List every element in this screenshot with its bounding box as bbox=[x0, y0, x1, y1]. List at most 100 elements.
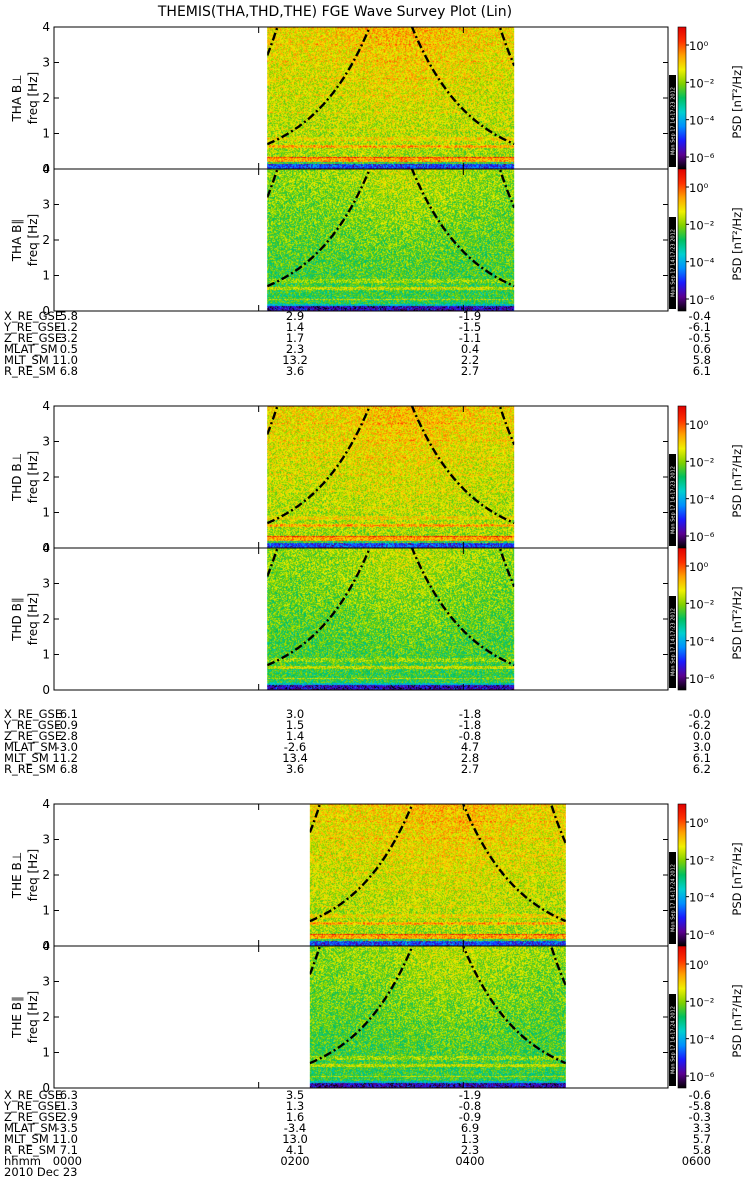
ephemeris-value: -0.9 bbox=[459, 1110, 481, 1124]
ephemeris-value: 6.1 bbox=[693, 364, 711, 378]
spectrogram-panel-thd-par: 0 1 2 3 4 THD B∥ freq [Hz] 10⁰ 10⁻² 10⁻⁴ 10⁻⁶ PSD [… bbox=[10, 541, 744, 697]
ephemeris-value: 6.2 bbox=[693, 762, 711, 776]
ephemeris-row: R_RE_SM 6.8 3.6 2.7 6.1 bbox=[4, 364, 711, 378]
y-axis-label: freq [Hz] bbox=[26, 72, 40, 124]
ephemeris-value: -1.9 bbox=[459, 1088, 481, 1102]
colorbar-tick-label: 10⁰ bbox=[689, 418, 709, 432]
ephemeris-row: MLT_SM 11.0 13.2 2.2 5.8 bbox=[4, 353, 711, 367]
stamp-text: Mon Sep 17 14:17:23 2012 bbox=[671, 608, 677, 676]
ephemeris-value: -3.5 bbox=[56, 1121, 78, 1135]
ephemeris-value: 1.3 bbox=[461, 1132, 479, 1146]
colorbar-tick-label: 10⁰ bbox=[689, 958, 709, 972]
ephemeris-value: -1.3 bbox=[56, 1099, 78, 1113]
gyrofrequency-curve bbox=[309, 946, 414, 1065]
y-tick-label: 4 bbox=[42, 20, 50, 34]
ephemeris-value: 1.4 bbox=[286, 729, 304, 743]
y-tick-label: 4 bbox=[42, 541, 50, 555]
ephemeris-value: 6.1 bbox=[60, 707, 78, 721]
gyrofrequency-curve bbox=[410, 169, 515, 288]
ephemeris-value: -0.0 bbox=[689, 707, 711, 721]
ephemeris-value: -6.2 bbox=[689, 718, 711, 732]
colorbar-tick-label: 10⁻⁶ bbox=[689, 928, 715, 942]
panel-label: THE B∥ bbox=[10, 996, 24, 1039]
ephemeris-value: -3.4 bbox=[284, 1121, 306, 1135]
colorbar-label: PSD [nT²/Hz] bbox=[730, 207, 744, 280]
ephemeris-value: -0.9 bbox=[56, 718, 78, 732]
ephemeris-value: 5.8 bbox=[693, 1143, 711, 1157]
gyrofrequency-curve bbox=[267, 169, 372, 288]
gyrofrequency-curve bbox=[410, 406, 515, 525]
ephemeris-value: -0.5 bbox=[689, 331, 711, 345]
ephemeris-value: 6.9 bbox=[461, 1121, 479, 1135]
ephemeris-value: 5.7 bbox=[693, 1132, 711, 1146]
spectrogram-image bbox=[267, 169, 515, 311]
stamp-bg bbox=[669, 217, 676, 309]
colorbar-strip bbox=[677, 945, 687, 1089]
ephemeris-name: MLAT_SM bbox=[4, 342, 58, 356]
ephemeris-row: Y_RE_GSE-1.3 1.3 -0.8 -5.8 bbox=[3, 1099, 711, 1113]
y-axis-label: freq [Hz] bbox=[26, 214, 40, 266]
timestamp-stamp: Mon Sep 17 14:17:23 2012 bbox=[669, 596, 677, 688]
timestamp-stamp: Mon Sep 17 14:17:23 2012 bbox=[669, 75, 677, 167]
ephemeris-value: -1.9 bbox=[459, 309, 481, 323]
ephemeris-value: -1.2 bbox=[56, 320, 78, 334]
colorbar-tick-label: 10⁻⁴ bbox=[689, 635, 715, 649]
colorbar-tick-label: 10⁻² bbox=[689, 995, 714, 1009]
stamp-text: Mon Sep 17 14:17:23 2012 bbox=[671, 229, 677, 297]
colorbar-label: PSD [nT²/Hz] bbox=[730, 842, 744, 915]
colorbar: 10⁰ 10⁻² 10⁻⁴ 10⁻⁶ PSD [nT²/Hz] bbox=[677, 405, 744, 549]
ephemeris-value: 2.7 bbox=[461, 364, 479, 378]
colorbar-tick-label: 10⁻⁴ bbox=[689, 1033, 715, 1047]
ephemeris-value: 0.4 bbox=[461, 342, 479, 356]
y-tick-label: 1 bbox=[42, 1046, 50, 1060]
y-tick-label: 1 bbox=[42, 648, 50, 662]
colorbar-tick-label: 10⁻² bbox=[689, 455, 714, 469]
y-tick-label: 0 bbox=[42, 683, 50, 697]
ephemeris-value: 3.5 bbox=[286, 1088, 304, 1102]
colorbar-strip bbox=[677, 803, 687, 947]
ephemeris-row: MLAT_SM-3.0 -2.6 4.7 3.0 bbox=[4, 740, 711, 754]
ephemeris-row: MLAT_SM-3.5 -3.4 6.9 3.3 bbox=[4, 1121, 711, 1135]
ephemeris-value: 1.4 bbox=[286, 320, 304, 334]
colorbar-tick-label: 10⁰ bbox=[689, 560, 709, 574]
colorbar-tick-label: 10⁻⁶ bbox=[689, 1070, 715, 1084]
ephemeris-value: -0.3 bbox=[689, 1110, 711, 1124]
ephemeris-name: X_RE_GSE bbox=[4, 1088, 62, 1102]
ephemeris-value: 3.6 bbox=[286, 762, 304, 776]
spectrogram-image bbox=[309, 946, 566, 1088]
spectrogram-panel-the-par: 0 1 2 3 4 THE B∥ freq [Hz] 10⁰ 10⁻² 10⁻⁴ 10⁻⁶ PSD [… bbox=[10, 939, 744, 1095]
ephemeris-name: Y_RE_GSE bbox=[3, 1099, 61, 1113]
colorbar-strip bbox=[677, 26, 687, 170]
ephemeris-value: 0.0 bbox=[693, 729, 711, 743]
ephemeris-name: Z_RE_GSE bbox=[4, 331, 62, 345]
spectrogram-panel-tha-perp: 0 1 2 3 4 THA B⊥ freq [Hz] 10⁰ 10⁻² 10⁻⁴ 10⁻⁶ PSD [… bbox=[10, 20, 744, 176]
ephemeris-row: MLT_SM 11.0 13.0 1.3 5.7 bbox=[4, 1132, 711, 1146]
ephemeris-value: 11.2 bbox=[52, 751, 78, 765]
ephemeris-value: 5.8 bbox=[60, 309, 78, 323]
ephemeris-name: X_RE_GSE bbox=[4, 707, 62, 721]
ephemeris-value: -2.6 bbox=[284, 740, 306, 754]
spectrogram-image bbox=[267, 548, 515, 690]
ephemeris-row: MLT_SM 11.2 13.4 2.8 6.1 bbox=[4, 751, 711, 765]
colorbar-tick-label: 10⁻⁶ bbox=[689, 672, 715, 686]
ephemeris-value: 2.8 bbox=[60, 729, 78, 743]
y-tick-label: 0 bbox=[42, 1081, 50, 1095]
ephemeris-value: -0.6 bbox=[689, 1088, 711, 1102]
ephemeris-value: 11.0 bbox=[52, 353, 78, 367]
colorbar-strip bbox=[677, 405, 687, 549]
ephemeris-row: R_RE_SM 6.8 3.6 2.7 6.2 bbox=[4, 762, 711, 776]
ephemeris-value: -5.8 bbox=[689, 1099, 711, 1113]
ephemeris-value: 0.5 bbox=[60, 342, 78, 356]
gyrofrequency-curve bbox=[267, 548, 372, 667]
panel-label: THD B⊥ bbox=[10, 453, 24, 502]
ephemeris-row: MLAT_SM 0.5 2.3 0.4 0.6 bbox=[4, 342, 711, 356]
ephemeris-value: -1.5 bbox=[459, 320, 481, 334]
ephemeris-value: 1.3 bbox=[286, 1099, 304, 1113]
y-tick-label: 4 bbox=[42, 939, 50, 953]
